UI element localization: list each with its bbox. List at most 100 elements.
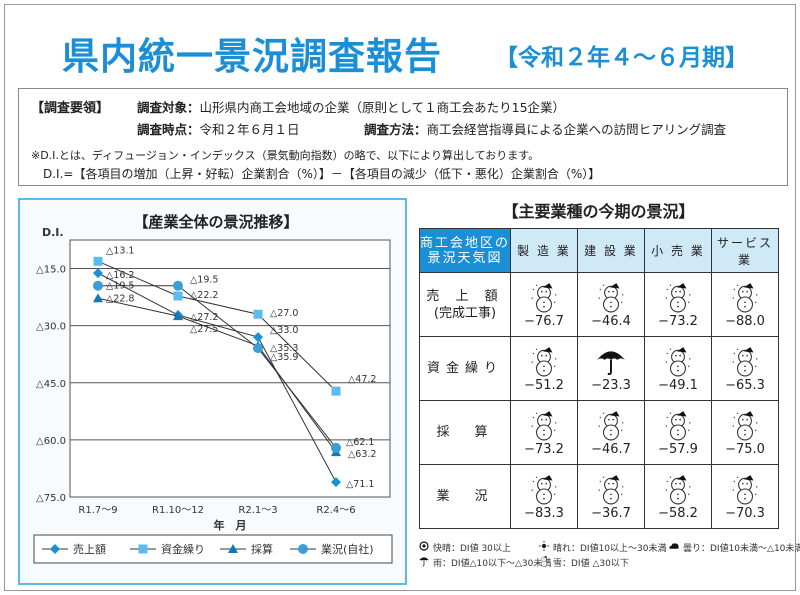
data-label: △35.9 (270, 352, 298, 363)
weather-cell: −49.1 (644, 336, 712, 401)
di-value: −83.3 (524, 505, 564, 521)
table-header-row: 商工会地区の 景況天気図製 造 業建 設 業小 売 業サービス業 (419, 228, 779, 273)
data-point (253, 332, 263, 343)
legend-label: 売上額 (73, 543, 106, 556)
weather-legend-text: 快晴：DI値 30以上 (433, 544, 511, 554)
snowman-icon (595, 474, 627, 508)
time-text: 令和２年６月１日 (199, 122, 300, 137)
column-header: 小 売 業 (644, 228, 712, 273)
table-title: 【主要業種の今期の景況】 (502, 202, 695, 221)
weather-legend-text: 雨：DI値△10以下～△30未満 (433, 559, 552, 569)
snowman-icon (662, 346, 694, 380)
series-line (98, 285, 337, 449)
data-label: △22.8 (106, 293, 134, 304)
di-formula: D.I.=【各項目の増加（上昇・好転）企業割合（%）】－【各項目の減少（低下・悪… (43, 167, 601, 181)
di-value: −70.3 (725, 505, 765, 521)
weather-cell: −36.7 (577, 464, 645, 529)
data-label: △19.5 (190, 275, 218, 286)
snowman-icon (528, 346, 560, 380)
y-tick-label: △15.0 (36, 265, 66, 276)
data-label: △71.1 (346, 479, 374, 490)
table-corner-header: 商工会地区の 景況天気図 (419, 228, 511, 273)
method-text: 商工会経営指導員による企業への訪問ヒアリング調査 (426, 122, 727, 137)
series-1: △13.1 △22.2 △27.0 △47.2 (93, 245, 376, 396)
survey-info-box: 【調査要領】 調査対象：山形県内商工会地域の企業（原則として１商工会あたり15企… (18, 88, 788, 186)
snowman-icon (528, 474, 560, 508)
chart-legend (33, 534, 393, 564)
weather-cell: −76.7 (510, 272, 578, 337)
bright-sun-icon (418, 540, 430, 555)
row-label: 売 上 額 (完成工事) (419, 272, 511, 337)
weather-cell: −75.0 (711, 400, 779, 465)
data-point (93, 293, 103, 303)
data-label: △22.2 (190, 290, 218, 301)
row-label: 業 況 (419, 464, 511, 529)
weather-cell: −65.3 (711, 336, 779, 401)
row-label: 資金繰り (419, 336, 511, 401)
weather-cell: −83.3 (510, 464, 578, 529)
chart-title: 【産業全体の景況推移】 (133, 213, 298, 231)
series-2: △22.8 △27.5 △35.3 △63.2 (93, 293, 376, 460)
column-header: 製 造 業 (510, 228, 578, 273)
di-value: −65.3 (725, 377, 765, 393)
snowman-icon (729, 282, 761, 316)
corner-line: 景況天気図 (427, 250, 503, 266)
snowman-icon (729, 410, 761, 444)
data-point (173, 280, 183, 291)
cloud-icon (668, 540, 680, 555)
snowman-icon (538, 555, 550, 570)
series-line (97, 260, 337, 392)
data-label: △27.0 (270, 308, 298, 319)
table-row: 売 上 額 (完成工事) −76.7 −46.4 −73.2 −88.0 (419, 272, 779, 337)
row-label-line: (完成工事) (433, 305, 497, 321)
x-tick-label: R1.7～9 (78, 505, 117, 516)
di-value: −73.2 (658, 313, 698, 329)
data-point (173, 311, 183, 321)
table-row: 採 算 −73.2 −46.7 −57.9 −75.0 (419, 400, 779, 465)
weather-table: 商工会地区の 景況天気図製 造 業建 設 業小 売 業サービス業売 上 額 (完成工… (419, 228, 779, 529)
umbrella-icon (418, 555, 430, 570)
weather-cell: −23.3 (577, 336, 645, 401)
trend-chart: 【産業全体の景況推移】 D.I. △15.0 △30.0 △45.0 △60.0 △75.0… (33, 213, 393, 564)
column-header: 建 設 業 (577, 228, 645, 273)
legend-label: 資金繰り (161, 542, 205, 556)
row-label-line: 採 算 (436, 425, 494, 440)
series-line (97, 297, 337, 453)
data-label: △27.2 (190, 312, 218, 323)
di-value: −36.7 (591, 505, 631, 521)
data-label: △63.2 (348, 449, 376, 460)
weather-cell: −88.0 (711, 272, 779, 337)
time-label: 調査時点： (137, 122, 200, 137)
di-value: −49.1 (658, 377, 698, 393)
survey-heading: 【調査要領】 (31, 101, 110, 116)
trend-chart-panel: 【産業全体の景況推移】 D.I. △15.0 △30.0 △45.0 △60.0 △75.0… (18, 198, 407, 585)
x-axis-label: 年 月 (214, 518, 247, 532)
page-title: 県内統一景況調査報告 (62, 35, 442, 78)
row-label-line: 資金繰り (426, 361, 503, 376)
sun-icon (538, 540, 550, 555)
data-label: △27.5 (190, 324, 218, 335)
snowman-icon (528, 410, 560, 444)
umbrella-icon (595, 350, 627, 380)
row-label-line: 売 上 額 (426, 288, 504, 304)
y-tick-label: △45.0 (36, 379, 66, 390)
x-tick-label: R2.4～6 (316, 505, 355, 516)
y-tick-label: △30.0 (36, 322, 66, 333)
legend-marker (298, 544, 308, 554)
di-value: −76.7 (524, 313, 564, 329)
di-value: −73.2 (524, 441, 564, 457)
weather-cell: −57.9 (644, 400, 712, 465)
data-label: △19.5 (106, 281, 134, 292)
data-point (93, 268, 103, 279)
target-text: 山形県内商工会地域の企業（原則として１商工会あたり15企業） (199, 100, 566, 115)
weather-cell: −46.4 (577, 272, 645, 337)
snowman-icon (595, 410, 627, 444)
y-tick-label: △60.0 (36, 436, 66, 447)
data-label: △62.1 (346, 437, 374, 448)
legend-label: 業況(自社) (321, 542, 374, 556)
corner-line: 商工会地区の (420, 235, 511, 251)
weather-cell: −51.2 (510, 336, 578, 401)
data-point (253, 309, 263, 319)
period-label: 【令和２年４～６月期】 (495, 45, 748, 71)
data-label: △13.1 (106, 245, 134, 256)
